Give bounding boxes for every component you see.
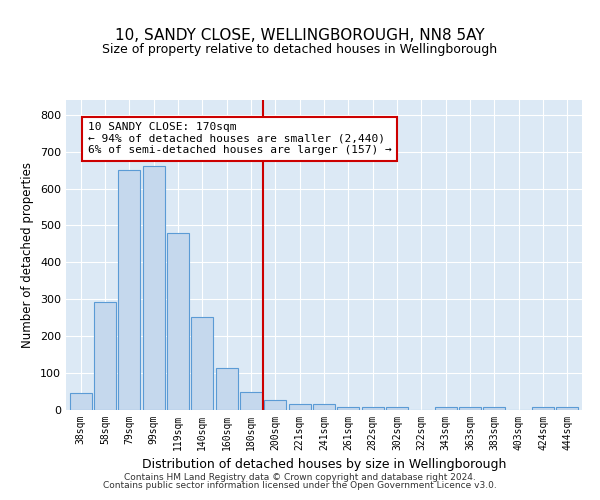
Bar bbox=[556, 407, 578, 410]
Text: 10 SANDY CLOSE: 170sqm
← 94% of detached houses are smaller (2,440)
6% of semi-d: 10 SANDY CLOSE: 170sqm ← 94% of detached… bbox=[88, 122, 392, 156]
Bar bbox=[532, 407, 554, 410]
Bar bbox=[143, 166, 164, 410]
Bar bbox=[240, 392, 262, 410]
Text: 10, SANDY CLOSE, WELLINGBOROUGH, NN8 5AY: 10, SANDY CLOSE, WELLINGBOROUGH, NN8 5AY bbox=[115, 28, 485, 42]
Bar bbox=[167, 233, 189, 410]
Text: Size of property relative to detached houses in Wellingborough: Size of property relative to detached ho… bbox=[103, 42, 497, 56]
Bar bbox=[386, 407, 408, 410]
Bar bbox=[484, 407, 505, 410]
Bar bbox=[70, 394, 92, 410]
Text: Contains HM Land Registry data © Crown copyright and database right 2024.: Contains HM Land Registry data © Crown c… bbox=[124, 473, 476, 482]
Text: Contains public sector information licensed under the Open Government Licence v3: Contains public sector information licen… bbox=[103, 480, 497, 490]
Bar bbox=[337, 407, 359, 410]
Bar bbox=[191, 317, 213, 410]
Bar bbox=[313, 404, 335, 410]
X-axis label: Distribution of detached houses by size in Wellingborough: Distribution of detached houses by size … bbox=[142, 458, 506, 471]
Bar bbox=[362, 407, 383, 410]
Y-axis label: Number of detached properties: Number of detached properties bbox=[22, 162, 34, 348]
Bar bbox=[265, 400, 286, 410]
Bar bbox=[118, 170, 140, 410]
Bar bbox=[215, 368, 238, 410]
Bar bbox=[289, 404, 311, 410]
Bar bbox=[94, 302, 116, 410]
Bar bbox=[459, 407, 481, 410]
Bar bbox=[435, 407, 457, 410]
